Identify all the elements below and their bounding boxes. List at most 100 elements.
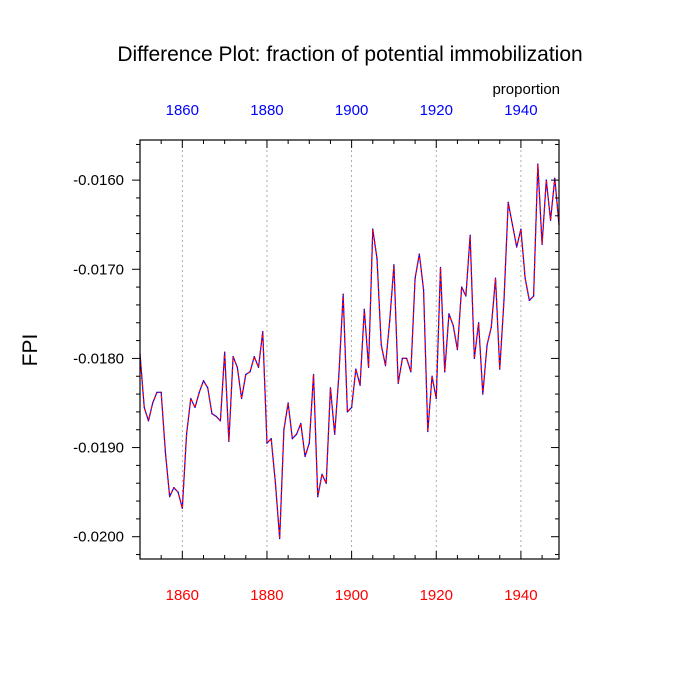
data-point (427, 430, 429, 433)
data-point (516, 246, 518, 248)
data-point (164, 451, 166, 453)
data-point (194, 406, 196, 409)
y-axis-label: FPI (19, 334, 42, 367)
x-tick-label-top-1880: 1880 (250, 102, 283, 119)
data-point (439, 266, 442, 269)
chart-title: Difference Plot: fraction of potential i… (117, 43, 582, 66)
data-point (363, 308, 365, 310)
data-point (346, 411, 348, 413)
x-tick-label-bottom-1880: 1880 (250, 587, 283, 604)
data-point (228, 440, 230, 442)
data-point (533, 295, 535, 297)
data-point (270, 438, 272, 440)
data-point (287, 402, 289, 404)
data-point (304, 455, 306, 458)
data-point (422, 289, 425, 291)
data-point (202, 380, 205, 382)
y-tick-label-3: -0.0190 (73, 440, 124, 457)
data-point (401, 357, 404, 360)
data-point (253, 356, 255, 358)
data-point (207, 387, 209, 389)
data-point (431, 375, 433, 377)
data-point (143, 406, 145, 409)
data-point (342, 293, 344, 295)
x-tick-label-bottom-1860: 1860 (166, 587, 199, 604)
data-point (232, 356, 234, 358)
data-point (224, 351, 226, 353)
x-tick-label-bottom-1920: 1920 (420, 587, 453, 604)
data-point (389, 320, 391, 322)
data-point (503, 299, 505, 302)
data-point (279, 537, 281, 540)
series-line-overlay-0 (139, 163, 560, 540)
data-point (312, 373, 315, 376)
data-point (541, 243, 543, 245)
data-point (262, 331, 264, 333)
data-point (380, 344, 382, 346)
series-layer (139, 163, 560, 540)
data-point (461, 286, 463, 288)
x-tick-label-top-1860: 1860 (166, 102, 199, 119)
data-point (245, 373, 247, 376)
data-point (528, 299, 530, 302)
data-point (351, 406, 353, 409)
data-point (448, 313, 450, 315)
data-point (482, 393, 484, 395)
data-point (397, 382, 399, 384)
data-point (181, 507, 183, 509)
data-point (321, 473, 323, 475)
data-point (274, 482, 277, 484)
data-point (236, 366, 238, 368)
data-point (414, 277, 416, 279)
data-point (490, 326, 492, 328)
data-point (308, 442, 310, 444)
data-point (300, 422, 302, 425)
data-point (190, 397, 192, 400)
x-tick-label-top-1940: 1940 (504, 102, 537, 119)
data-point (554, 177, 556, 179)
x-tick-label-top-1900: 1900 (335, 102, 368, 119)
y-tick-label-1: -0.0170 (73, 261, 124, 278)
data-point (198, 391, 200, 393)
data-point (549, 219, 552, 221)
y-tick-label-4: -0.0200 (73, 529, 124, 546)
data-point (520, 228, 522, 230)
units-label: proportion (492, 81, 560, 98)
data-point (215, 415, 217, 417)
data-point (511, 224, 514, 226)
data-point (173, 487, 175, 489)
data-point (494, 277, 497, 279)
y-axis: -0.0160 -0.0170 -0.0180 -0.0190 -0.0200 (73, 143, 559, 556)
data-point (355, 368, 357, 370)
data-point (295, 433, 298, 435)
data-point (329, 387, 332, 389)
y-tick-label-2: -0.0180 (73, 350, 124, 367)
data-point (507, 201, 509, 204)
data-point (473, 357, 475, 360)
series-line-0 (139, 163, 560, 540)
x-axis-top: 1860 1880 1900 1920 1940 (139, 102, 543, 148)
gridlines (181, 140, 522, 559)
data-point (317, 495, 319, 498)
data-point (334, 433, 336, 435)
plot-frame (139, 139, 560, 560)
data-point (435, 397, 437, 400)
data-point (283, 429, 285, 431)
data-point (372, 228, 374, 230)
data-point (325, 482, 327, 484)
data-point (465, 295, 467, 297)
data-point (456, 348, 459, 351)
data-point (211, 413, 213, 415)
data-point (338, 373, 340, 376)
data-point (147, 420, 150, 422)
data-point (469, 234, 471, 236)
data-point (376, 257, 378, 260)
data-point (545, 179, 547, 181)
data-point (499, 368, 501, 370)
data-point (393, 264, 395, 266)
data-point (477, 322, 480, 324)
y-tick-label-0: -0.0160 (73, 172, 124, 189)
data-point (418, 253, 420, 255)
data-point (410, 371, 412, 373)
